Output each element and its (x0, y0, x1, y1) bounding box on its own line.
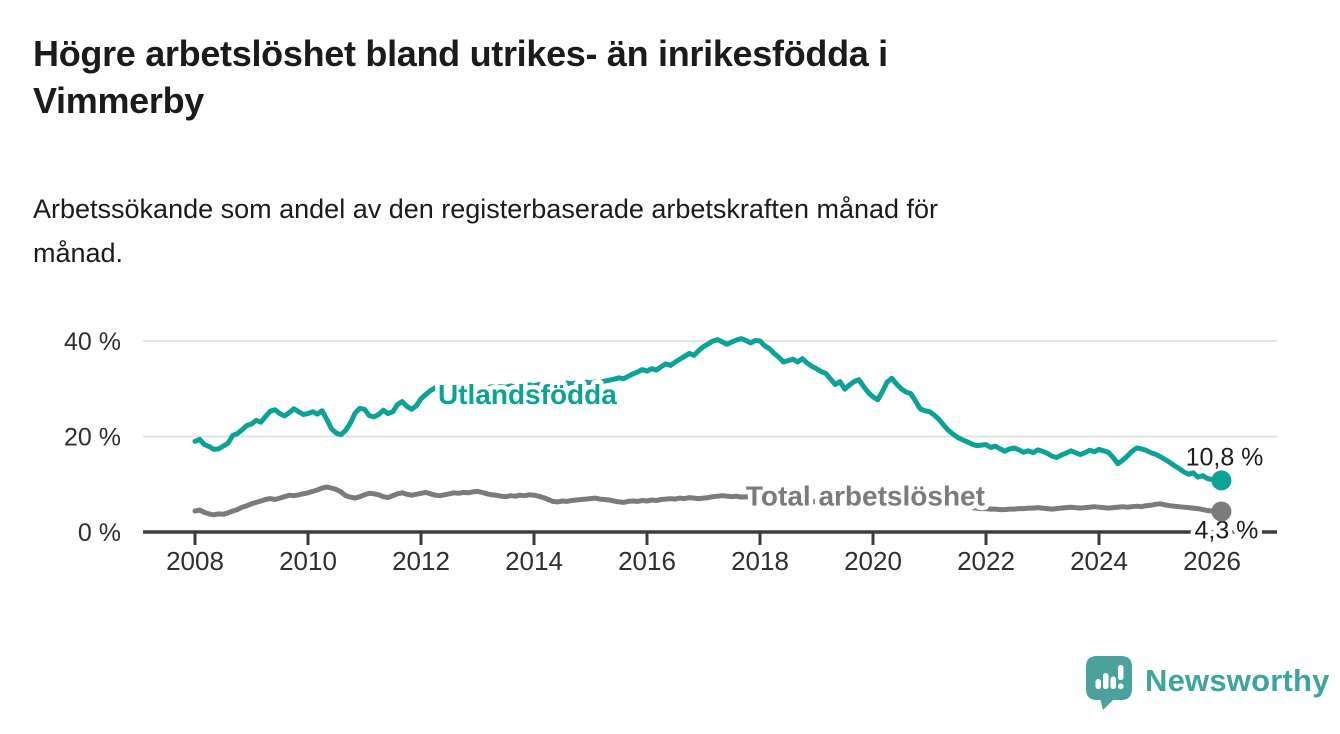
x-axis-label: 2014 (505, 546, 563, 576)
subtitle-line-2: månad. (33, 238, 124, 268)
end-value-label-utlandsfodda: 10,8 % (1186, 443, 1264, 471)
end-value-label-total-arbetsloshet: 4,3 % (1194, 516, 1258, 544)
newsworthy-brand: Newsworthy (1086, 656, 1330, 711)
title-line-1: Högre arbetslöshet bland utrikes- än inr… (33, 33, 888, 74)
x-axis-label: 2022 (957, 546, 1015, 576)
series-line-utlandsfodda (192, 336, 1224, 483)
x-axis-label: 2012 (392, 546, 450, 576)
series-line-total-arbetsloshet (192, 484, 1224, 518)
chart-subtitle: Arbetssökande som andel av den registerb… (33, 187, 1273, 275)
series-label-utlandsfodda: Utlandsfödda (438, 379, 617, 410)
x-axis-label: 2020 (844, 546, 902, 576)
subtitle-line-1: Arbetssökande som andel av den registerb… (33, 194, 939, 224)
newsworthy-logo-text: Newsworthy (1145, 662, 1330, 698)
title-line-2: Vimmerby (33, 80, 205, 121)
x-axis-label: 2016 (618, 546, 676, 576)
y-axis-label: 40 % (64, 328, 121, 356)
x-axis-label: 2026 (1183, 546, 1241, 576)
series-label-total-arbetsloshet: Total arbetslöshet (746, 480, 985, 511)
series-end-dot-utlandsfodda (1211, 470, 1232, 491)
x-axis-label: 2008 (166, 546, 224, 576)
page-title: Högre arbetslöshet bland utrikes- än inr… (33, 30, 1233, 124)
x-axis-label: 2018 (731, 546, 789, 576)
y-axis-label: 20 % (64, 424, 121, 452)
bar-chart-speech-bubble-icon (1086, 656, 1132, 710)
x-axis-label: 2010 (279, 546, 337, 576)
y-axis-label: 0 % (78, 519, 121, 547)
x-axis-label: 2024 (1070, 546, 1128, 576)
series-end-dot-total-arbetsloshet (1211, 501, 1232, 522)
